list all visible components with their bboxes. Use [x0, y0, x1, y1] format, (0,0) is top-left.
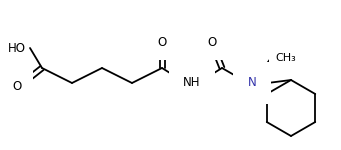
Text: NH: NH	[183, 76, 201, 90]
Text: O: O	[207, 36, 217, 48]
Text: O: O	[158, 36, 167, 48]
Text: O: O	[12, 81, 21, 93]
Text: CH₃: CH₃	[275, 53, 296, 63]
Text: N: N	[248, 76, 256, 90]
Text: HO: HO	[8, 42, 26, 54]
